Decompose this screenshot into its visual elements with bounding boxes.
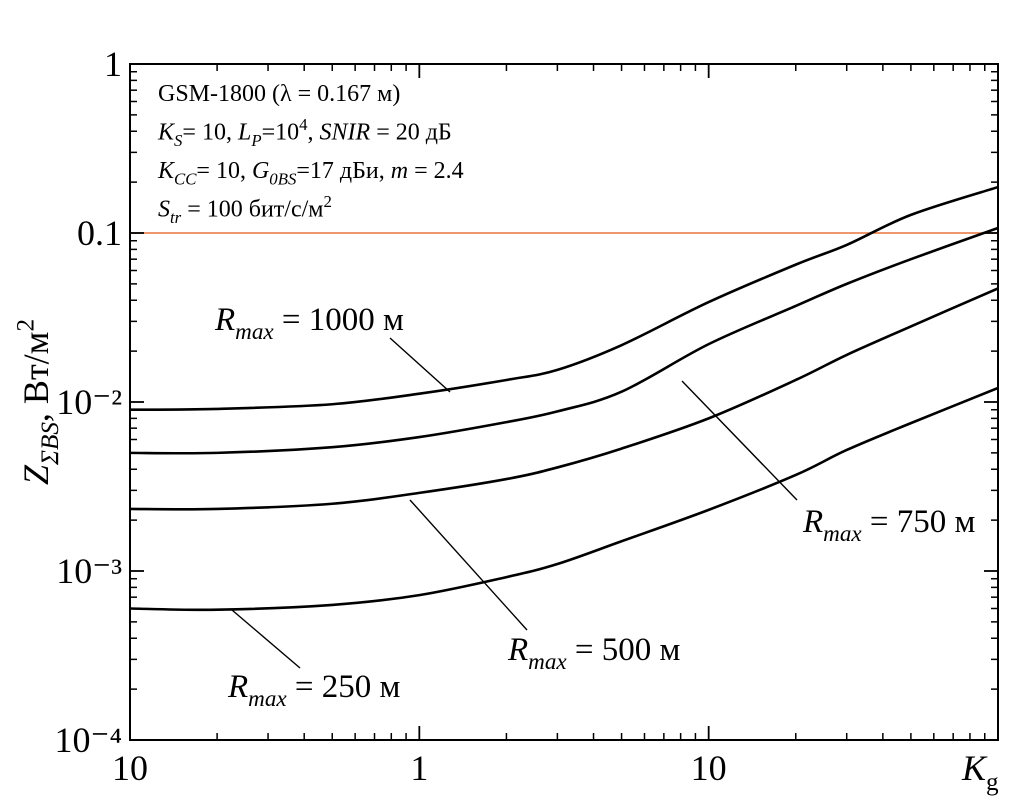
text-part: SNIR bbox=[320, 120, 371, 146]
leader-line bbox=[389, 337, 451, 393]
text-part: L bbox=[237, 120, 251, 146]
y-tick-label: 10⁻² bbox=[56, 382, 122, 422]
text-part: 2 bbox=[13, 319, 40, 332]
text-part: K bbox=[157, 120, 176, 146]
x-tick-label: 10 bbox=[112, 748, 148, 788]
text-part: S bbox=[174, 131, 183, 150]
y-tick-label: 10⁻⁴ bbox=[54, 720, 122, 760]
text-part: G bbox=[252, 158, 269, 184]
text-part: , Вт/м bbox=[16, 332, 56, 423]
y-axis-label: ZΣBS, Вт/м2 bbox=[13, 319, 64, 485]
series-line bbox=[130, 386, 998, 612]
info-line: KCC= 10, G0BS=17 дБи, m = 2.4 bbox=[157, 158, 464, 189]
series-line bbox=[130, 185, 998, 412]
text-part: K bbox=[961, 748, 988, 788]
series-line bbox=[130, 226, 998, 455]
info-line: KS= 10, LP=104, SNIR = 20 дБ bbox=[157, 115, 452, 150]
x-tick-label: 1 bbox=[410, 748, 428, 788]
text-part: Z bbox=[16, 464, 56, 485]
info-line: GSM-1800 (λ = 0.167 м) bbox=[158, 81, 400, 107]
text-part: 2 bbox=[323, 192, 331, 211]
text-part: = 1000 м bbox=[274, 302, 404, 338]
text-part: = 20 дБ bbox=[370, 120, 452, 146]
text-part: = 10, bbox=[182, 120, 238, 146]
curve-label: Rmax = 1000 м bbox=[214, 302, 404, 344]
curve-label: Rmax = 250 м bbox=[227, 669, 401, 711]
text-part: CC bbox=[174, 170, 197, 189]
leader-line bbox=[231, 609, 301, 669]
text-part: S bbox=[158, 197, 170, 223]
plot-frame bbox=[129, 63, 999, 741]
text-part: , bbox=[308, 120, 320, 146]
series-line bbox=[130, 287, 998, 511]
text-part: = 750 м bbox=[862, 504, 976, 540]
y-tick-label: 0.1 bbox=[77, 213, 122, 253]
text-part: R bbox=[214, 302, 235, 338]
text-part: =10 bbox=[262, 120, 300, 146]
text-part: = 500 м bbox=[567, 632, 681, 668]
info-line: Str = 100 бит/с/м2 bbox=[158, 192, 332, 227]
y-tick-label: 10⁻³ bbox=[56, 551, 122, 591]
curve-label: Rmax = 750 м bbox=[802, 504, 976, 546]
text-part: R bbox=[227, 669, 248, 705]
text-part: max bbox=[528, 648, 567, 674]
text-part: = 100 бит/с/м bbox=[181, 197, 323, 223]
text-part: GSM-1800 (λ = 0.167 м) bbox=[158, 81, 400, 107]
text-part: K bbox=[157, 158, 176, 184]
text-part: max bbox=[235, 318, 274, 344]
text-part: 4 bbox=[299, 115, 308, 134]
text-part: = 2.4 bbox=[408, 158, 464, 184]
text-part: g bbox=[986, 769, 999, 796]
text-part: max bbox=[823, 520, 862, 546]
y-tick-label: 1 bbox=[104, 44, 122, 84]
x-tick-label: 10 bbox=[691, 748, 727, 788]
text-part: = 10, bbox=[196, 158, 252, 184]
curve-label: Rmax = 500 м bbox=[507, 632, 681, 674]
leader-line bbox=[681, 380, 798, 501]
text-part: 0BS bbox=[269, 170, 297, 189]
text-part: m bbox=[391, 158, 408, 184]
text-part: P bbox=[250, 131, 261, 150]
text-part: = 250 м bbox=[287, 669, 401, 705]
leader-line bbox=[409, 499, 528, 631]
text-part: R bbox=[507, 632, 528, 668]
text-part: tr bbox=[170, 208, 182, 227]
x-axis-label: Kg bbox=[961, 748, 999, 796]
text-part: max bbox=[248, 685, 287, 711]
text-part: ΣBS bbox=[37, 422, 64, 466]
text-part: R bbox=[802, 504, 823, 540]
text-part: =17 дБи, bbox=[296, 158, 390, 184]
